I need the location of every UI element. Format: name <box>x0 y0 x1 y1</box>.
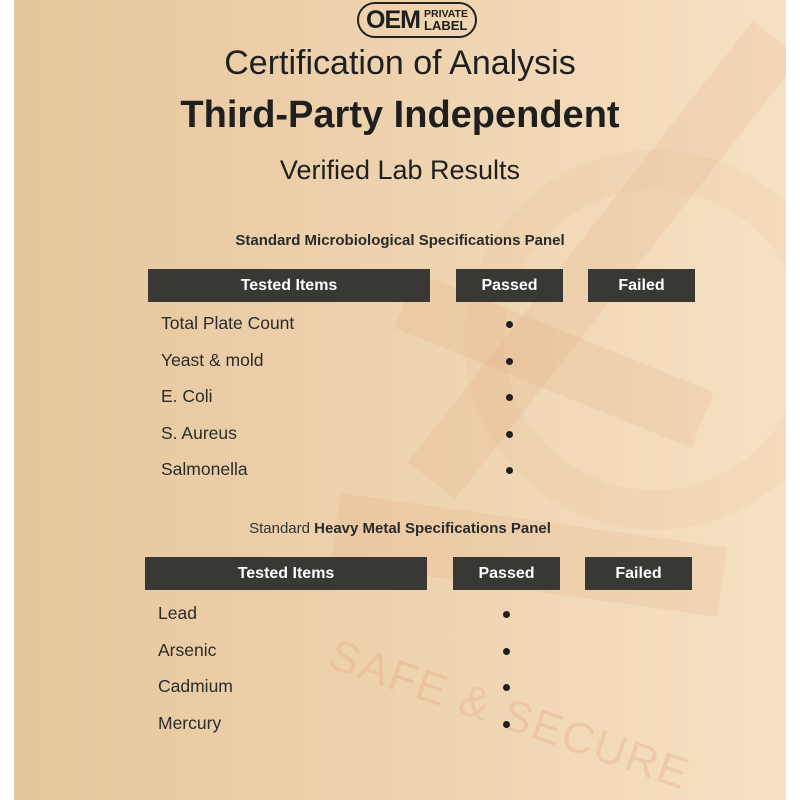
logo-line1: PRIVATE <box>424 8 468 20</box>
watermark-text: SAFE & SECURE <box>323 630 697 800</box>
column-header-failed: Failed <box>585 557 692 590</box>
brand-logo: OEM PRIVATE LABEL <box>357 2 477 38</box>
passed-indicator-dot <box>503 611 510 618</box>
table-row-item: Cadmium <box>158 676 233 696</box>
table-row-item: Lead <box>158 603 197 623</box>
panel-title: Standard Microbiological Specifications … <box>0 232 800 249</box>
table-row-item: E. Coli <box>161 386 213 406</box>
logo-main: OEM <box>366 5 421 34</box>
panel-title-prefix: Standard <box>249 520 315 537</box>
table-row-item: Mercury <box>158 712 222 733</box>
column-header-passed: Passed <box>456 269 563 302</box>
table-row-item: Total Plate Count <box>161 313 295 333</box>
panel-title-prefix: Standard Microbiological Specifications … <box>235 232 565 249</box>
column-header-tested-items: Tested Items <box>148 269 430 302</box>
table-row-item: S. Aureus <box>161 422 237 443</box>
microscope-watermark-ring <box>464 150 786 530</box>
table-row-item: Yeast & mold <box>161 349 264 370</box>
panel-title-bold: Heavy Metal Specifications Panel <box>314 520 551 537</box>
column-header-failed: Failed <box>588 269 695 302</box>
logo-line2: LABEL <box>424 18 468 33</box>
passed-indicator-dot <box>503 647 510 655</box>
page-tagline: Verified Lab Results <box>279 155 521 185</box>
passed-indicator-dot <box>506 357 513 365</box>
panel-title: Standard Heavy Metal Specifications Pane… <box>0 520 800 537</box>
passed-indicator-dot <box>506 430 513 438</box>
passed-indicator-dot <box>506 321 513 328</box>
background: SAFE & SECURE <box>14 0 786 800</box>
column-header-passed: Passed <box>453 557 560 590</box>
passed-indicator-dot <box>506 394 513 401</box>
page-title: Certification of Analysis <box>224 44 576 82</box>
table-row-item: Salmonella <box>161 459 248 479</box>
passed-indicator-dot <box>506 467 513 474</box>
passed-indicator-dot <box>503 720 510 728</box>
column-header-tested-items: Tested Items <box>145 557 427 590</box>
page-subtitle: Third-Party Independent <box>180 94 620 136</box>
passed-indicator-dot <box>503 684 510 691</box>
table-row-item: Arsenic <box>158 639 217 660</box>
